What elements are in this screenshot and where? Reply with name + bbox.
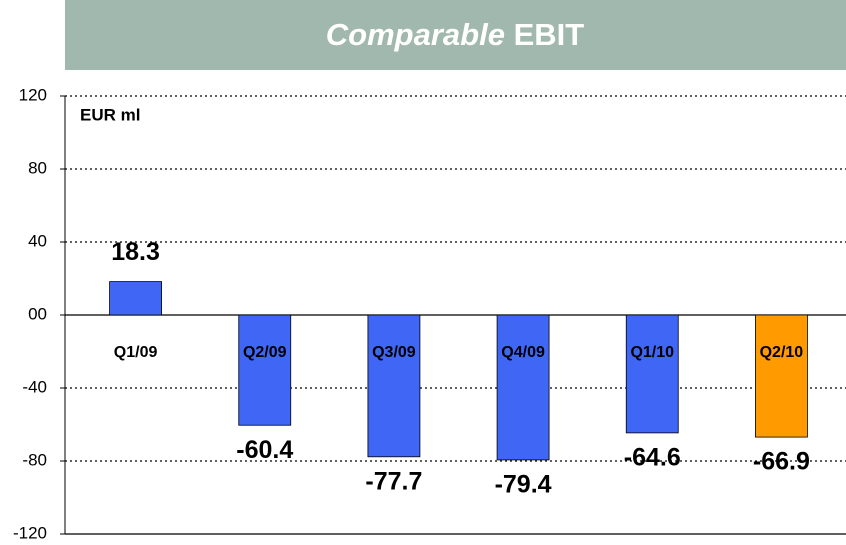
chart-title: Comparable EBIT	[326, 17, 584, 52]
value-label: -66.9	[753, 448, 810, 476]
value-label: -64.6	[624, 444, 681, 472]
y-tick-label: -40	[22, 377, 47, 396]
x-tick-label: Q2/10	[760, 344, 804, 361]
x-tick-label: Q1/10	[630, 344, 674, 361]
bar	[238, 314, 292, 426]
bar	[625, 314, 679, 434]
y-tick-label: -120	[13, 523, 47, 542]
title-bold: EBIT	[514, 17, 585, 52]
x-tick-label: Q4/09	[501, 344, 545, 361]
y-axis-label: EUR ml	[80, 105, 140, 124]
y-tick-label: 120	[19, 85, 47, 104]
value-label: -77.7	[365, 467, 422, 495]
bar	[496, 314, 550, 461]
title-italic: Comparable	[326, 17, 505, 52]
y-tick-label: 40	[28, 231, 47, 250]
value-label: -60.4	[236, 436, 293, 464]
y-tick-label: 80	[28, 158, 47, 177]
y-tick-label: 00	[28, 304, 47, 323]
bar	[755, 314, 808, 438]
value-label: 18.3	[111, 238, 160, 266]
x-tick-label: Q1/09	[114, 344, 158, 361]
bar	[367, 314, 421, 458]
title-banner	[65, 0, 846, 70]
y-tick-label: -80	[22, 450, 47, 469]
x-tick-label: Q2/09	[243, 344, 287, 361]
bar	[109, 281, 162, 316]
x-tick-label: Q3/09	[372, 344, 416, 361]
value-label: -79.4	[495, 471, 552, 499]
